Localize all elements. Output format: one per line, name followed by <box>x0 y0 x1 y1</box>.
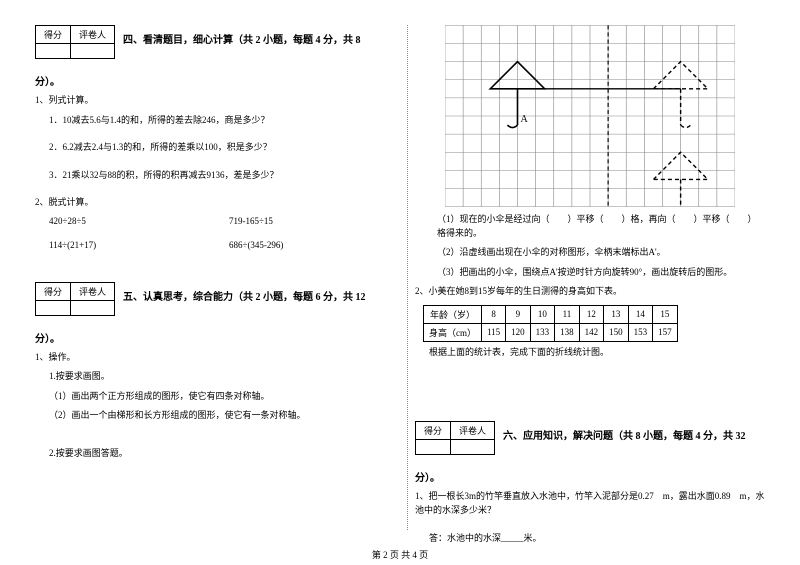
q6-1: 1、把一根长3m的竹竿垂直放入水池中，竹竿入泥部分是0.27 m，露出水面0.8… <box>415 490 765 517</box>
q5-1: 1、操作。 <box>35 351 385 365</box>
section-4-header: 得分 评卷人 四、看清题目，细心计算（共 2 小题，每题 4 分，共 8 <box>35 25 385 59</box>
q4-1-2: 2．6.2减去2.4与1.3的和，所得的差乘以100，积是多少？ <box>49 141 385 155</box>
q5-1-1a: （1）画出两个正方形组成的图形，使它有四条对称轴。 <box>49 390 385 404</box>
section-6-header: 得分 评卷人 六、应用知识，解决问题（共 8 小题，每题 4 分，共 32 <box>415 421 765 455</box>
score-label: 得分 <box>416 422 451 440</box>
score-box-6: 得分 评卷人 <box>415 421 495 455</box>
q5-1-1b: （2）画出一个由梯形和长方形组成的图形，使它有一条对称轴。 <box>49 409 385 423</box>
section-6-title: 六、应用知识，解决问题（共 8 小题，每题 4 分，共 32 <box>503 421 765 445</box>
score-cell <box>36 300 71 315</box>
score-cell <box>416 440 451 455</box>
grader-cell <box>71 44 115 59</box>
section-5-title: 五、认真思考，综合能力（共 2 小题，每题 6 分，共 12 <box>123 282 385 306</box>
label-a: A <box>521 114 529 125</box>
q5-1-2: 2.按要求画图答题。 <box>49 447 385 461</box>
grid-q3: （3）把画出的小伞，围绕点A'按逆时针方向旋转90°，画出旋转后的图形。 <box>437 266 765 280</box>
page-footer: 第 2 页 共 4 页 <box>0 548 800 561</box>
grader-label: 评卷人 <box>451 422 495 440</box>
height-table: 年龄（岁）89101112131415 身高（cm）11512013313814… <box>423 305 678 342</box>
q4-2: 2、脱式计算。 <box>35 196 385 210</box>
section-4-title: 四、看清题目，细心计算（共 2 小题，每题 4 分，共 8 <box>123 25 385 49</box>
score-box: 得分 评卷人 <box>35 25 115 59</box>
binding-dotted-line <box>407 25 408 530</box>
calc-row-1: 420÷28÷5 719-165÷15 <box>49 216 385 226</box>
q4-1-3: 3．21乘以32与88的积，所得的积再减去9136，差是多少？ <box>49 169 385 183</box>
section-5-tail: 分）。 <box>35 330 385 345</box>
q4-1: 1、列式计算。 <box>35 94 385 108</box>
umbrella-grid-figure: A <box>445 25 735 207</box>
section-6-tail: 分）。 <box>415 469 765 484</box>
calc-1a: 420÷28÷5 <box>49 216 229 226</box>
table-note: 根据上面的统计表，完成下面的折线统计图。 <box>429 346 765 360</box>
table-row: 年龄（岁）89101112131415 <box>424 305 678 323</box>
grader-cell <box>451 440 495 455</box>
score-label: 得分 <box>36 282 71 300</box>
calc-row-2: 114÷(21+17) 686÷(345-296) <box>49 240 385 250</box>
right-column: A （1）现在的小伞是经过向（ ）平移（ ）格，再向（ ）平移（ ）格得来的。 … <box>415 25 765 530</box>
score-label: 得分 <box>36 26 71 44</box>
grid-q1: （1）现在的小伞是经过向（ ）平移（ ）格，再向（ ）平移（ ）格得来的。 <box>437 213 765 240</box>
grader-label: 评卷人 <box>71 26 115 44</box>
table-row: 身高（cm）115120133138142150153157 <box>424 323 678 341</box>
grid-q2: （2）沿虚线画出现在小伞的对称图形，伞柄末端标出A'。 <box>437 246 765 260</box>
score-cell <box>36 44 71 59</box>
section-5-header: 得分 评卷人 五、认真思考，综合能力（共 2 小题，每题 6 分，共 12 <box>35 282 385 316</box>
q5-2: 2、小美在她8到15岁每年的生日测得的身高如下表。 <box>415 285 765 299</box>
left-column: 得分 评卷人 四、看清题目，细心计算（共 2 小题，每题 4 分，共 8 分）。… <box>35 25 385 530</box>
grader-label: 评卷人 <box>71 282 115 300</box>
calc-2a: 114÷(21+17) <box>49 240 229 250</box>
q5-1-1: 1.按要求画图。 <box>49 370 385 384</box>
score-box-5: 得分 评卷人 <box>35 282 115 316</box>
section-4-tail: 分）。 <box>35 73 385 88</box>
calc-2b: 686÷(345-296) <box>229 240 283 250</box>
grader-cell <box>71 300 115 315</box>
calc-1b: 719-165÷15 <box>229 216 273 226</box>
q4-1-1: 1．10减去5.6与1.4的和，所得的差去除246，商是多少？ <box>49 114 385 128</box>
q6-1-answer: 答：水池中的水深_____米。 <box>429 531 765 544</box>
page-columns: 得分 评卷人 四、看清题目，细心计算（共 2 小题，每题 4 分，共 8 分）。… <box>35 25 765 530</box>
